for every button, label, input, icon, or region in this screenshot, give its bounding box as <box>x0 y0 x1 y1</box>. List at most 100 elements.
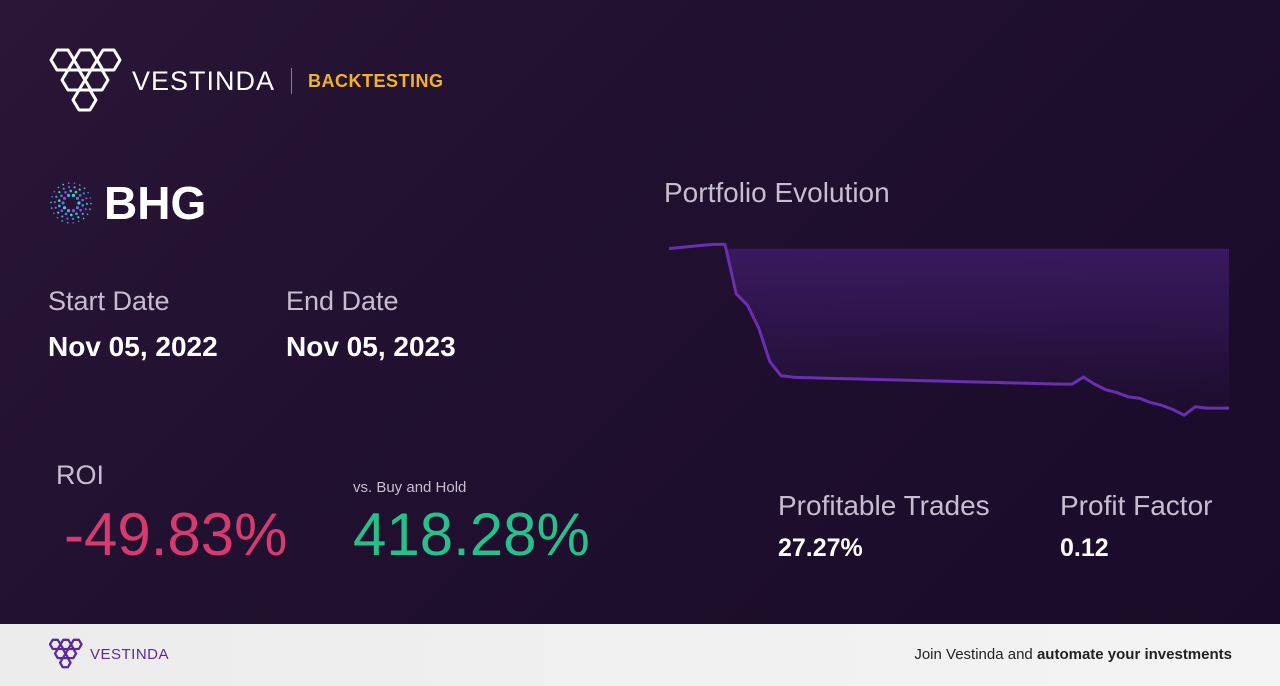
logo[interactable]: VESTINDA BACKTESTING <box>48 46 444 116</box>
starburst-dot <box>64 212 68 216</box>
starburst-dot <box>67 186 71 189</box>
starburst-dot <box>83 187 86 190</box>
starburst-dot <box>77 201 81 205</box>
roi-label: ROI <box>56 460 105 490</box>
starburst-dot <box>66 221 69 224</box>
starburst-dot <box>69 189 73 193</box>
starburst-dot <box>60 209 64 213</box>
starburst-dot <box>89 208 91 211</box>
footer: VESTINDA Join Vestinda and automate your… <box>0 624 1280 686</box>
starburst-dot <box>64 190 67 194</box>
end-date-label: End Date <box>286 286 399 316</box>
asset-header: BHG <box>48 176 206 230</box>
footer-logo[interactable]: VESTINDA <box>48 638 169 670</box>
starburst-dot <box>84 208 87 211</box>
starburst-dot <box>77 216 80 219</box>
starburst-dot <box>79 208 82 212</box>
profitable-trades: Profitable Trades 27.27% <box>778 490 990 563</box>
starburst-dot <box>53 212 55 215</box>
starburst-dot <box>50 201 52 204</box>
footer-brand-name: VESTINDA <box>90 645 170 663</box>
starburst-dot <box>78 193 82 197</box>
starburst-dot <box>75 196 80 200</box>
chart-title: Portfolio Evolution <box>664 177 890 208</box>
starburst-dot <box>75 212 78 216</box>
starburst-dot <box>82 192 85 195</box>
starburst-dot <box>71 193 76 197</box>
profitable-trades-value: 27.27% <box>778 534 863 562</box>
starburst-dot <box>51 195 53 198</box>
starburst-dot <box>73 182 76 185</box>
starburst-dot <box>61 215 64 218</box>
starburst-dot <box>66 209 71 213</box>
roi-value: -49.83% <box>64 501 288 568</box>
starburst-dot <box>57 186 60 189</box>
vestinda-logo-icon <box>48 638 83 669</box>
start-date-label: Start Date <box>48 286 170 316</box>
starburst-dot <box>85 202 89 205</box>
starburst-dot <box>87 191 89 194</box>
starburst-dot <box>53 190 56 193</box>
starburst-dot <box>78 184 81 186</box>
vestinda-logo-icon <box>49 48 122 112</box>
starburst-dot <box>86 213 89 216</box>
starburst-dot <box>81 212 84 215</box>
portfolio-chart <box>668 242 1229 417</box>
buy-hold-value: 418.28% <box>353 501 590 568</box>
starburst-dot <box>81 204 85 207</box>
starburst-dot <box>66 217 69 220</box>
starburst-dot <box>82 217 85 220</box>
brand-divider <box>291 68 293 94</box>
starburst-dot <box>73 186 76 189</box>
starburst-dot <box>81 198 84 202</box>
starburst-dot <box>60 194 63 198</box>
starburst-dot <box>56 216 59 219</box>
starburst-dot <box>90 202 92 205</box>
starburst-dot <box>58 191 61 194</box>
starburst-dot <box>62 196 67 200</box>
starburst-dot <box>57 199 61 202</box>
chart-area <box>725 244 1229 416</box>
start-date-value: Nov 05, 2022 <box>48 331 218 362</box>
series-line <box>668 242 1229 417</box>
starburst-dot <box>85 197 88 200</box>
main-panel: VESTINDA BACKTESTING BHG Start Date Nov … <box>0 0 1280 624</box>
buy-hold-label: vs. Buy and Hold <box>353 479 467 496</box>
start-date: Start Date Nov 05, 2022 <box>48 286 218 363</box>
starburst-dot <box>50 207 53 209</box>
starburst-dot <box>55 195 58 198</box>
ticker-symbol: BHG <box>104 177 207 229</box>
starburst-dot <box>71 217 75 220</box>
starburst-dot <box>67 182 70 184</box>
starburst-dot <box>61 220 64 222</box>
starburst-icon <box>50 182 92 224</box>
brand-name: VESTINDA <box>132 65 276 96</box>
starburst-dot <box>69 213 73 217</box>
section-label: BACKTESTING <box>308 70 444 91</box>
profitable-trades-label: Profitable Trades <box>778 490 990 521</box>
profit-factor-label: Profit Factor <box>1060 490 1213 521</box>
profit-factor: Profit Factor 0.12 <box>1060 490 1212 563</box>
starburst-dot <box>62 187 65 190</box>
starburst-dot <box>89 197 92 199</box>
starburst-dot <box>54 206 57 209</box>
starburst-dot <box>61 201 65 205</box>
starburst-dot <box>58 204 61 208</box>
starburst-dot <box>62 183 65 186</box>
starburst-dot <box>78 188 81 191</box>
end-date-value: Nov 05, 2023 <box>286 331 456 362</box>
footer-cta-bold: automate your investments <box>1036 646 1232 663</box>
starburst-dot <box>62 206 67 210</box>
profit-factor-value: 0.12 <box>1060 534 1109 562</box>
starburst-dot <box>53 201 57 204</box>
footer-cta-link[interactable]: Join Vestinda and automate your investme… <box>914 646 1232 663</box>
starburst-dot <box>74 190 78 194</box>
starburst-dot <box>71 209 76 213</box>
starburst-dot <box>75 206 80 210</box>
footer-cta-prefix: Join Vestinda and <box>914 646 1037 663</box>
starburst-dot <box>57 211 60 214</box>
starburst-dot <box>66 193 71 197</box>
end-date: End Date Nov 05, 2023 <box>286 286 456 363</box>
starburst-dot <box>77 220 80 223</box>
starburst-dot <box>72 222 75 224</box>
